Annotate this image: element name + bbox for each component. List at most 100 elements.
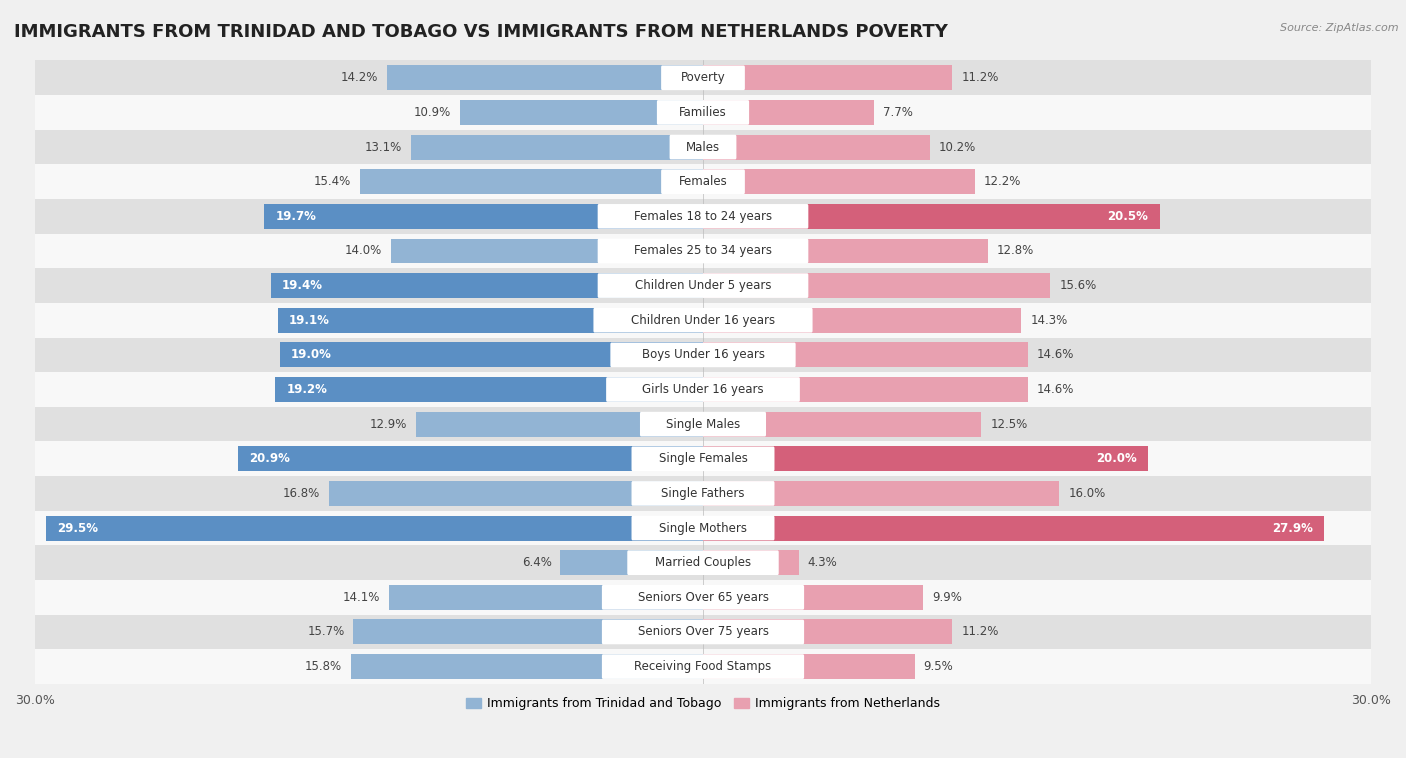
Bar — [35, 580, 1371, 615]
Bar — [703, 515, 1324, 540]
Text: Girls Under 16 years: Girls Under 16 years — [643, 383, 763, 396]
Text: 27.9%: 27.9% — [1272, 522, 1313, 534]
Text: 20.9%: 20.9% — [249, 453, 290, 465]
Bar — [387, 65, 703, 90]
Text: 20.5%: 20.5% — [1108, 210, 1149, 223]
Text: 14.1%: 14.1% — [343, 590, 380, 604]
Text: 11.2%: 11.2% — [962, 625, 998, 638]
Text: Females: Females — [679, 175, 727, 188]
Text: Poverty: Poverty — [681, 71, 725, 84]
Text: 29.5%: 29.5% — [58, 522, 98, 534]
Text: Males: Males — [686, 140, 720, 154]
Text: 6.4%: 6.4% — [522, 556, 551, 569]
Bar — [35, 476, 1371, 511]
FancyBboxPatch shape — [631, 515, 775, 540]
Text: 14.6%: 14.6% — [1038, 383, 1074, 396]
FancyBboxPatch shape — [598, 204, 808, 229]
Bar — [412, 135, 703, 159]
Bar — [703, 343, 1028, 368]
Text: 19.2%: 19.2% — [287, 383, 328, 396]
Bar — [35, 337, 1371, 372]
Bar — [35, 303, 1371, 337]
Text: IMMIGRANTS FROM TRINIDAD AND TOBAGO VS IMMIGRANTS FROM NETHERLANDS POVERTY: IMMIGRANTS FROM TRINIDAD AND TOBAGO VS I… — [14, 23, 948, 41]
Bar — [352, 654, 703, 679]
Bar — [703, 619, 952, 644]
Bar — [703, 308, 1021, 333]
Bar — [703, 273, 1050, 298]
Text: 19.7%: 19.7% — [276, 210, 316, 223]
Bar — [35, 95, 1371, 130]
Bar — [46, 515, 703, 540]
Text: 10.9%: 10.9% — [415, 106, 451, 119]
Text: Married Couples: Married Couples — [655, 556, 751, 569]
Bar — [35, 441, 1371, 476]
Bar — [271, 273, 703, 298]
Text: 19.0%: 19.0% — [291, 349, 332, 362]
Bar — [35, 650, 1371, 684]
Text: 12.9%: 12.9% — [370, 418, 406, 431]
FancyBboxPatch shape — [640, 412, 766, 437]
Bar — [703, 169, 974, 194]
Text: Single Mothers: Single Mothers — [659, 522, 747, 534]
Bar — [35, 545, 1371, 580]
FancyBboxPatch shape — [661, 169, 745, 194]
Bar — [460, 100, 703, 125]
Text: 15.4%: 15.4% — [314, 175, 352, 188]
Text: 14.6%: 14.6% — [1038, 349, 1074, 362]
Text: 13.1%: 13.1% — [366, 140, 402, 154]
Text: 14.0%: 14.0% — [344, 245, 382, 258]
Text: 9.5%: 9.5% — [924, 660, 953, 673]
Bar — [276, 377, 703, 402]
Bar — [264, 204, 703, 229]
Bar — [703, 654, 914, 679]
Bar — [35, 511, 1371, 545]
Bar — [35, 233, 1371, 268]
Bar — [703, 446, 1149, 471]
Bar — [703, 239, 988, 264]
Text: 12.2%: 12.2% — [984, 175, 1021, 188]
Bar — [35, 164, 1371, 199]
FancyBboxPatch shape — [598, 274, 808, 298]
FancyBboxPatch shape — [610, 343, 796, 367]
Text: Source: ZipAtlas.com: Source: ZipAtlas.com — [1281, 23, 1399, 33]
FancyBboxPatch shape — [631, 481, 775, 506]
FancyBboxPatch shape — [593, 308, 813, 333]
FancyBboxPatch shape — [657, 100, 749, 125]
Bar — [35, 199, 1371, 233]
Text: 16.0%: 16.0% — [1069, 487, 1105, 500]
Bar — [561, 550, 703, 575]
Bar — [703, 550, 799, 575]
Bar — [280, 343, 703, 368]
Text: Children Under 16 years: Children Under 16 years — [631, 314, 775, 327]
FancyBboxPatch shape — [606, 377, 800, 402]
FancyBboxPatch shape — [602, 654, 804, 679]
Bar — [360, 169, 703, 194]
Bar — [703, 585, 924, 609]
Bar — [238, 446, 703, 471]
Text: 14.2%: 14.2% — [340, 71, 378, 84]
Bar — [703, 412, 981, 437]
Bar — [35, 372, 1371, 407]
Text: 12.8%: 12.8% — [997, 245, 1035, 258]
Bar — [35, 268, 1371, 303]
Text: 19.4%: 19.4% — [283, 279, 323, 292]
FancyBboxPatch shape — [598, 239, 808, 263]
Text: Single Females: Single Females — [658, 453, 748, 465]
Text: Females 18 to 24 years: Females 18 to 24 years — [634, 210, 772, 223]
FancyBboxPatch shape — [661, 65, 745, 90]
Bar — [277, 308, 703, 333]
Text: 9.9%: 9.9% — [932, 590, 962, 604]
Text: 10.2%: 10.2% — [939, 140, 976, 154]
Bar — [35, 61, 1371, 95]
Text: 15.6%: 15.6% — [1059, 279, 1097, 292]
Bar — [703, 135, 931, 159]
Legend: Immigrants from Trinidad and Tobago, Immigrants from Netherlands: Immigrants from Trinidad and Tobago, Imm… — [461, 692, 945, 715]
FancyBboxPatch shape — [627, 550, 779, 575]
Text: Families: Families — [679, 106, 727, 119]
Text: 14.3%: 14.3% — [1031, 314, 1067, 327]
Bar — [389, 585, 703, 609]
Text: 7.7%: 7.7% — [883, 106, 914, 119]
FancyBboxPatch shape — [602, 585, 804, 609]
Text: Females 25 to 34 years: Females 25 to 34 years — [634, 245, 772, 258]
Text: 20.0%: 20.0% — [1097, 453, 1137, 465]
